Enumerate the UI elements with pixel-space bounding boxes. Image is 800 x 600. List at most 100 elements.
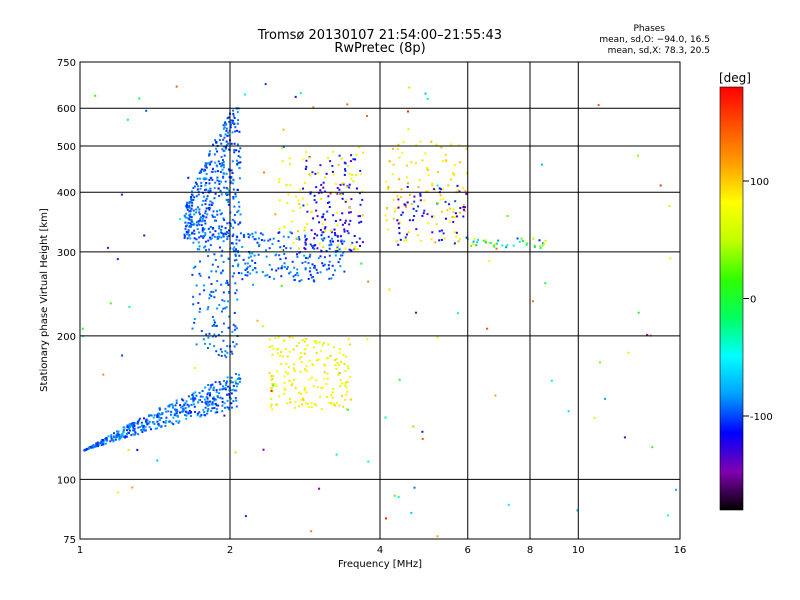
data-point — [243, 93, 246, 96]
data-point — [221, 164, 224, 167]
data-point — [316, 359, 319, 362]
data-point — [340, 239, 343, 242]
data-point — [358, 146, 361, 149]
data-point — [231, 218, 234, 221]
data-point — [309, 192, 312, 195]
data-point — [136, 422, 139, 425]
data-point — [453, 173, 456, 176]
data-point — [171, 403, 174, 406]
data-point — [317, 191, 320, 194]
data-point — [258, 245, 260, 248]
data-point — [403, 239, 406, 242]
data-point — [304, 386, 307, 389]
data-point — [235, 379, 238, 382]
data-point — [150, 428, 152, 431]
data-point — [347, 408, 350, 411]
data-point — [344, 219, 347, 222]
data-point — [116, 258, 119, 261]
data-point — [231, 330, 234, 333]
data-point — [270, 378, 273, 381]
data-point — [235, 242, 238, 245]
data-point — [278, 177, 281, 180]
data-point — [218, 139, 221, 141]
data-point — [213, 321, 216, 324]
data-point — [204, 165, 207, 168]
data-point — [208, 297, 211, 300]
data-point — [444, 200, 447, 203]
data-point — [194, 411, 196, 413]
data-point — [339, 183, 342, 186]
data-point — [227, 326, 230, 329]
data-point — [172, 416, 175, 419]
data-point — [367, 280, 370, 283]
data-point — [227, 283, 230, 286]
data-point — [274, 336, 277, 339]
data-point — [223, 166, 225, 169]
data-point — [313, 403, 316, 406]
data-point — [297, 230, 299, 232]
data-point — [231, 235, 234, 238]
y-axis-label: Stationary phase Virtual Height [km] — [39, 208, 50, 392]
data-point — [203, 219, 206, 222]
data-point — [196, 412, 199, 415]
data-point — [334, 250, 337, 252]
data-point — [401, 211, 404, 214]
data-point — [222, 161, 225, 163]
data-point — [397, 496, 400, 499]
data-point — [120, 193, 123, 196]
data-point — [327, 195, 330, 198]
data-point — [291, 382, 294, 385]
data-point — [196, 188, 199, 191]
data-point — [296, 255, 299, 258]
data-point — [162, 421, 165, 424]
data-point — [346, 381, 349, 383]
data-point — [226, 235, 229, 238]
data-point — [292, 348, 295, 351]
data-point — [361, 241, 364, 244]
data-point — [244, 262, 247, 265]
data-point — [526, 242, 529, 245]
data-point — [244, 274, 247, 277]
data-point — [334, 234, 337, 237]
data-point — [455, 215, 458, 218]
data-point — [358, 221, 361, 224]
data-point — [268, 247, 271, 250]
data-point — [338, 188, 341, 191]
data-point — [239, 377, 242, 380]
data-point — [251, 232, 254, 235]
data-point — [261, 233, 264, 236]
data-point — [229, 126, 232, 129]
data-point — [201, 395, 204, 398]
data-point — [342, 353, 345, 356]
data-point — [192, 303, 195, 306]
data-point — [334, 254, 337, 257]
chart-subtitle: RwPretec (8p) — [334, 41, 425, 56]
data-point — [207, 306, 210, 309]
data-point — [305, 165, 308, 168]
data-point — [446, 209, 449, 212]
data-point — [345, 393, 348, 396]
data-point — [194, 391, 197, 394]
data-point — [204, 232, 207, 235]
data-point — [350, 243, 353, 246]
data-point — [350, 154, 353, 157]
data-point — [317, 257, 320, 260]
data-point — [304, 268, 307, 271]
data-point — [179, 411, 181, 414]
data-point — [109, 302, 112, 305]
data-point — [221, 404, 224, 407]
data-point — [203, 235, 206, 238]
data-point — [279, 246, 282, 249]
data-point — [313, 266, 316, 269]
data-point — [215, 408, 218, 411]
data-point — [224, 123, 227, 126]
y-tick-label: 400 — [57, 188, 76, 199]
data-point — [422, 212, 425, 215]
data-point — [227, 408, 230, 411]
data-point — [339, 385, 342, 388]
data-point — [341, 394, 343, 397]
data-point — [119, 436, 122, 439]
data-point — [197, 185, 200, 188]
data-point — [201, 217, 204, 220]
data-point — [170, 421, 173, 424]
